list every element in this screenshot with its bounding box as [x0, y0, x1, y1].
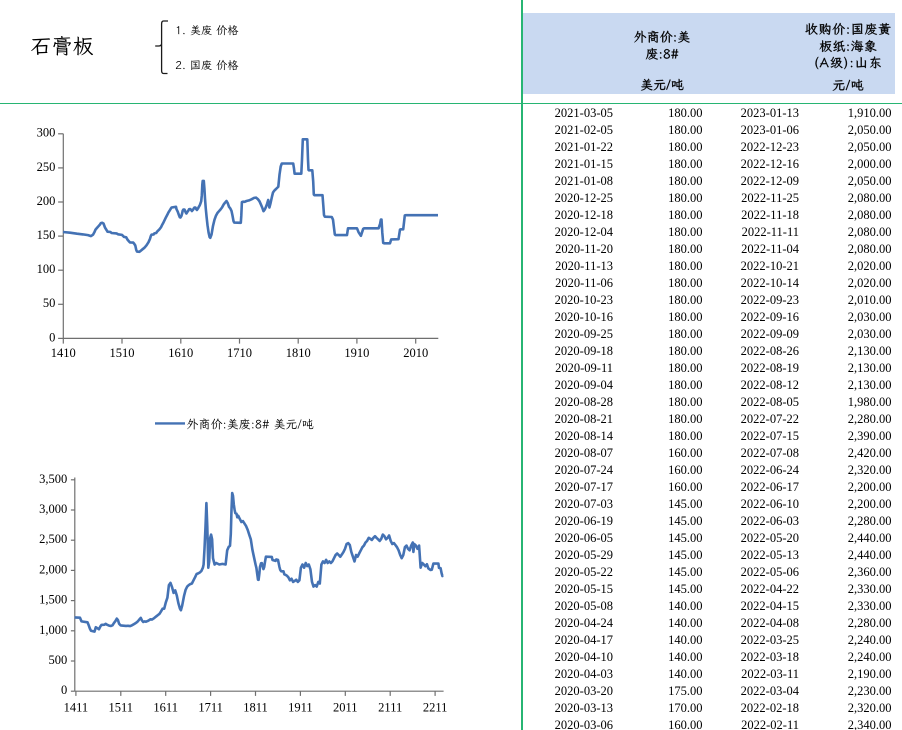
svg-text:1611: 1611	[153, 701, 178, 715]
svg-text:250: 250	[37, 160, 56, 174]
svg-text:1710: 1710	[227, 346, 252, 360]
svg-text:2010: 2010	[403, 346, 428, 360]
svg-text:150: 150	[37, 228, 56, 242]
svg-text:2,500: 2,500	[39, 532, 67, 546]
svg-text:1511: 1511	[109, 701, 134, 715]
svg-text:1610: 1610	[168, 346, 193, 360]
svg-text:2111: 2111	[378, 701, 402, 715]
svg-text:1410: 1410	[51, 346, 76, 360]
svg-text:1911: 1911	[288, 701, 313, 715]
svg-text:1,500: 1,500	[39, 593, 67, 607]
svg-text:1,000: 1,000	[39, 623, 67, 637]
svg-text:2211: 2211	[423, 701, 448, 715]
svg-text:2011: 2011	[333, 701, 358, 715]
svg-text:1811: 1811	[243, 701, 268, 715]
svg-text:100: 100	[37, 262, 56, 276]
svg-text:50: 50	[43, 296, 56, 310]
svg-text:0: 0	[61, 683, 67, 697]
svg-text:1810: 1810	[286, 346, 311, 360]
svg-text:2,000: 2,000	[39, 562, 67, 576]
svg-text:3,500: 3,500	[39, 472, 67, 486]
svg-text:1510: 1510	[110, 346, 135, 360]
svg-text:300: 300	[37, 126, 56, 140]
svg-text:1910: 1910	[344, 346, 369, 360]
svg-text:0: 0	[49, 330, 55, 344]
svg-text:1411: 1411	[64, 701, 89, 715]
svg-text:3,000: 3,000	[39, 502, 67, 516]
svg-text:500: 500	[48, 653, 67, 667]
svg-text:1711: 1711	[198, 701, 223, 715]
svg-text:200: 200	[37, 194, 56, 208]
